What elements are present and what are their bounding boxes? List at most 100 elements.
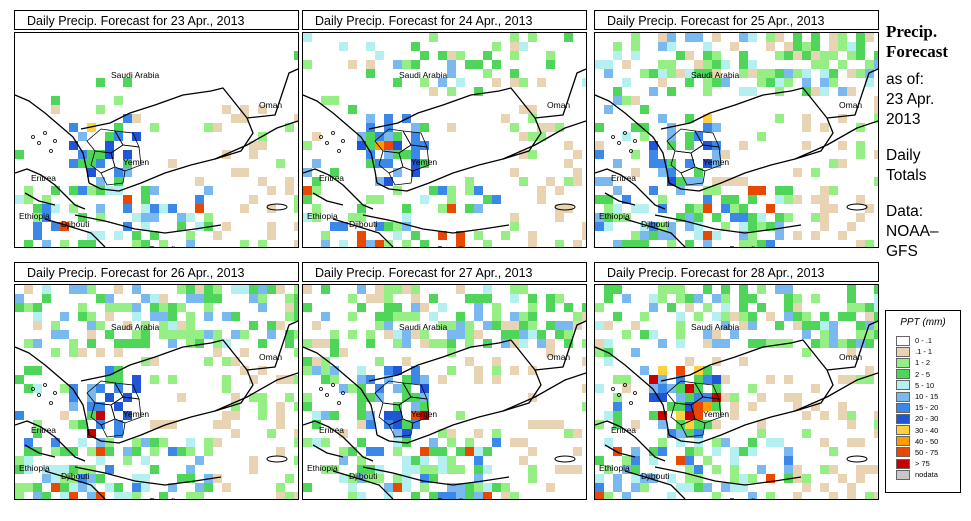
precip-cell bbox=[874, 105, 878, 114]
precip-cell bbox=[721, 195, 730, 204]
precip-cell bbox=[703, 42, 712, 51]
map-label-eritrea: Eritrea bbox=[611, 173, 636, 183]
border-line bbox=[24, 444, 56, 458]
island-marker bbox=[49, 149, 53, 153]
legend-item: 30 - 40 bbox=[896, 425, 938, 436]
precip-cell bbox=[267, 429, 276, 438]
precip-cell bbox=[595, 384, 604, 393]
forecast-map: Saudi Arabia Oman Yemen Eritrea Ethiopia Djib… bbox=[302, 284, 587, 500]
precip-cell bbox=[222, 105, 231, 114]
precip-cell bbox=[150, 294, 159, 303]
precip-cell bbox=[15, 195, 24, 204]
precip-cell bbox=[321, 285, 330, 294]
precip-cell bbox=[766, 42, 775, 51]
precip-cell bbox=[411, 366, 420, 375]
precip-cell bbox=[483, 447, 492, 456]
precip-cell bbox=[573, 429, 582, 438]
precip-cell bbox=[829, 492, 838, 499]
island-marker bbox=[554, 203, 576, 211]
precip-cell bbox=[793, 402, 802, 411]
precip-cell bbox=[604, 321, 613, 330]
precip-cell bbox=[312, 366, 321, 375]
precip-cell bbox=[474, 312, 483, 321]
precip-cell bbox=[105, 141, 114, 150]
precip-cell bbox=[15, 465, 24, 474]
precip-cell bbox=[631, 483, 640, 492]
precip-cell bbox=[501, 321, 510, 330]
precip-cells bbox=[595, 33, 878, 247]
precip-cell bbox=[573, 447, 582, 456]
legend-swatch bbox=[896, 380, 910, 391]
precip-cell bbox=[438, 321, 447, 330]
precip-cell bbox=[492, 42, 501, 51]
precip-cell bbox=[168, 447, 177, 456]
precip-cell bbox=[123, 492, 132, 499]
precip-cell bbox=[483, 51, 492, 60]
precip-cell bbox=[213, 123, 222, 132]
precip-cell bbox=[604, 69, 613, 78]
precip-cell bbox=[856, 51, 865, 60]
precip-cell bbox=[685, 420, 694, 429]
precip-cell bbox=[640, 366, 649, 375]
precip-cell bbox=[51, 483, 60, 492]
precip-cell bbox=[51, 438, 60, 447]
precip-cell bbox=[168, 483, 177, 492]
precip-cell bbox=[694, 60, 703, 69]
precip-cell bbox=[595, 60, 604, 69]
precip-cell bbox=[712, 231, 721, 240]
precip-cell bbox=[703, 51, 712, 60]
precip-cell bbox=[285, 492, 294, 499]
precip-cell bbox=[748, 222, 757, 231]
precip-cell bbox=[676, 339, 685, 348]
precip-cell bbox=[159, 312, 168, 321]
precip-cell bbox=[649, 69, 658, 78]
precip-cell bbox=[141, 240, 150, 247]
precip-cell bbox=[438, 51, 447, 60]
precip-cell bbox=[793, 195, 802, 204]
precip-cell bbox=[694, 420, 703, 429]
precip-cell bbox=[438, 204, 447, 213]
precip-cell bbox=[186, 447, 195, 456]
precip-cell bbox=[757, 285, 766, 294]
precip-cell bbox=[874, 321, 878, 330]
precip-cell bbox=[595, 303, 604, 312]
precip-cell bbox=[564, 159, 573, 168]
precip-cell bbox=[303, 438, 312, 447]
precip-cell bbox=[186, 438, 195, 447]
precip-cell bbox=[510, 438, 519, 447]
precip-cell bbox=[132, 240, 141, 247]
precip-cell bbox=[667, 141, 676, 150]
precip-cell bbox=[820, 438, 829, 447]
precip-cell bbox=[285, 177, 294, 186]
precip-cell bbox=[510, 285, 519, 294]
precip-cell bbox=[420, 375, 429, 384]
precip-cell bbox=[168, 303, 177, 312]
precip-cell bbox=[240, 285, 249, 294]
forecast-panel-1: Daily Precip. Forecast for 23 Apr., 2013… bbox=[14, 10, 301, 248]
precip-cell bbox=[847, 348, 856, 357]
precip-cell bbox=[51, 105, 60, 114]
precip-cell bbox=[820, 330, 829, 339]
precip-cell bbox=[676, 384, 685, 393]
precip-cell bbox=[667, 87, 676, 96]
precip-cell bbox=[613, 159, 622, 168]
precip-cell bbox=[285, 123, 294, 132]
precip-cell bbox=[658, 438, 667, 447]
precip-cell bbox=[685, 294, 694, 303]
precip-cell bbox=[748, 186, 757, 195]
border-line bbox=[604, 444, 636, 458]
governorate-outline bbox=[388, 166, 414, 186]
precip-cell bbox=[303, 303, 312, 312]
precip-cell bbox=[393, 78, 402, 87]
precip-cell bbox=[420, 483, 429, 492]
precip-cell bbox=[748, 240, 757, 247]
precip-cell bbox=[393, 366, 402, 375]
precip-cell bbox=[33, 231, 42, 240]
precip-cell bbox=[159, 330, 168, 339]
precip-cell bbox=[393, 285, 402, 294]
precip-cell bbox=[33, 312, 42, 321]
precip-cell bbox=[159, 321, 168, 330]
precip-cell bbox=[465, 330, 474, 339]
precip-cell bbox=[384, 330, 393, 339]
map-label-somalia: Somalia bbox=[149, 244, 180, 247]
